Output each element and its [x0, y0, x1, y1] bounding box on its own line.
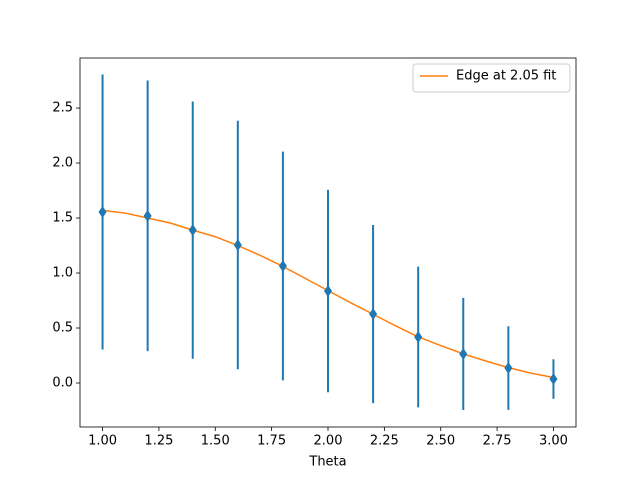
y-tick-label: 1.0: [52, 266, 73, 281]
axes-frame: [79, 57, 577, 428]
x-tick-label: 1.75: [257, 434, 286, 449]
x-tick-label: 1.25: [144, 434, 173, 449]
marker: [278, 259, 287, 272]
legend-label: Edge at 2.05 fit: [456, 69, 556, 84]
marker: [233, 238, 242, 251]
marker: [98, 205, 107, 218]
y-tick-label: 2.0: [52, 156, 73, 171]
x-tick-label: 1.00: [88, 434, 117, 449]
y-tick-label: 0.5: [52, 321, 73, 336]
marker: [369, 308, 378, 321]
y-tick-label: 2.5: [52, 101, 73, 116]
x-tick-label: 2.75: [483, 434, 512, 449]
marker: [324, 285, 332, 298]
x-tick-label: 1.50: [201, 434, 230, 449]
x-tick-label: 3.00: [539, 434, 568, 449]
y-tick-label: 0.0: [52, 376, 73, 391]
marker: [188, 224, 197, 237]
marker: [143, 209, 152, 222]
y-tick-label: 1.5: [52, 211, 73, 226]
x-tick-label: 2.50: [426, 434, 455, 449]
marker: [504, 362, 513, 375]
marker: [549, 373, 558, 386]
legend-box: [412, 63, 571, 93]
marker: [414, 331, 423, 344]
x-axis-label: Theta: [308, 455, 346, 470]
x-tick-label: 2.00: [314, 434, 343, 449]
x-tick-label: 2.25: [370, 434, 399, 449]
marker: [459, 347, 468, 360]
